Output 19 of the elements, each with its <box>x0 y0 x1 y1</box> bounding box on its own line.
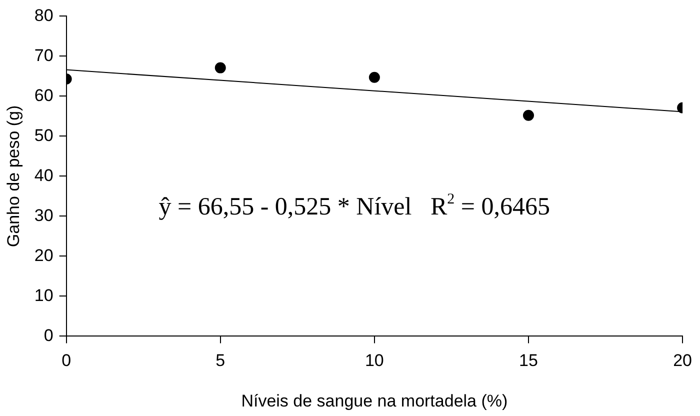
y-tick-label: 70 <box>34 46 54 65</box>
y-axis-title: Ganho de peso (g) <box>4 105 23 248</box>
x-tick-label: 15 <box>519 351 538 370</box>
y-tick-label: 0 <box>44 326 54 345</box>
y-tick-label: 40 <box>34 166 54 185</box>
x-tick-label: 10 <box>364 351 384 370</box>
x-tick-label: 0 <box>62 351 72 370</box>
y-tick-label: 80 <box>34 6 54 25</box>
point <box>522 110 534 121</box>
point <box>214 62 226 74</box>
y-tick-label: 10 <box>34 286 54 305</box>
x-tick-label: 20 <box>673 351 692 370</box>
y-tick-label: 30 <box>34 206 54 225</box>
x-axis-title: Níveis de sangue na mortadela (%) <box>241 391 508 410</box>
x-tick-label: 5 <box>216 351 226 370</box>
point <box>368 72 380 83</box>
y-tick-label: 60 <box>34 86 54 105</box>
y-tick-label: 50 <box>34 126 54 145</box>
y-tick-label: 20 <box>34 246 54 265</box>
